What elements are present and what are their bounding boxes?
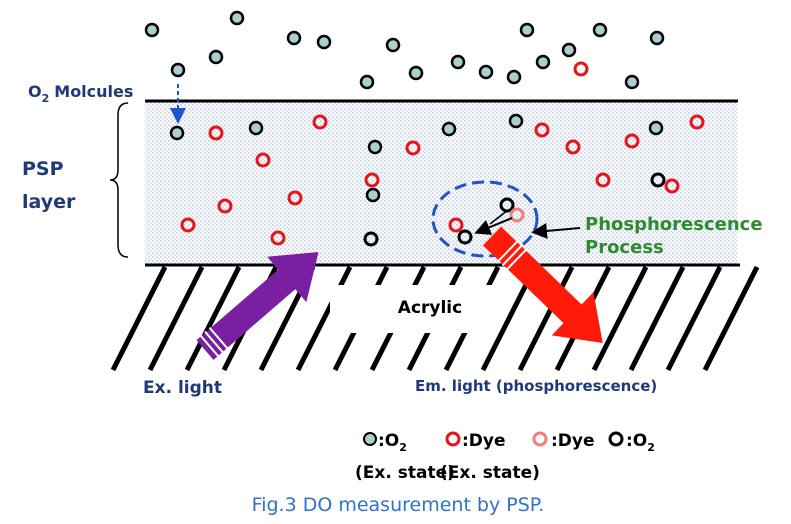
o2-molecule bbox=[171, 127, 183, 139]
o2-molecule bbox=[443, 123, 455, 135]
legend: :O2 :Dye :Dye :O2 (Ex. state) (Ex. state… bbox=[355, 431, 655, 483]
legend-text: :O2 bbox=[626, 431, 655, 454]
o2-molecule bbox=[410, 67, 422, 79]
o2-molecule bbox=[563, 44, 575, 56]
o2-molecule bbox=[510, 115, 522, 127]
dye-molecule bbox=[575, 63, 587, 75]
o2-molecule bbox=[210, 51, 222, 63]
brace bbox=[110, 103, 128, 257]
o2-molecule bbox=[452, 56, 464, 68]
legend-text: :Dye bbox=[551, 431, 595, 451]
o2-molecule bbox=[146, 24, 158, 36]
o2-molecule bbox=[367, 189, 379, 201]
legend-text: :O2 bbox=[378, 431, 407, 454]
legend-o2-excited bbox=[610, 433, 622, 445]
o2-label: O2 Molcules bbox=[28, 82, 133, 105]
psp-label: layer bbox=[22, 191, 76, 213]
o2-word: Molcules bbox=[54, 82, 133, 101]
caption: Fig.3 DO measurement by PSP. bbox=[252, 494, 545, 516]
o2-molecule bbox=[288, 32, 300, 44]
o2-molecule bbox=[387, 39, 399, 51]
ex-light-label: Ex. light bbox=[143, 378, 222, 398]
o2-molecule bbox=[521, 24, 533, 36]
legend-dye-excited bbox=[534, 433, 546, 445]
o2-molecule bbox=[594, 24, 606, 36]
o2-molecule bbox=[508, 71, 520, 83]
o2-molecule bbox=[480, 66, 492, 78]
acrylic-label: Acrylic bbox=[398, 298, 462, 318]
legend-subscript: 2 bbox=[399, 441, 407, 454]
o2-molecule bbox=[361, 76, 373, 88]
page: Acrylic PSP layer O2Molcules Phosphoresc… bbox=[0, 0, 791, 524]
o2-molecule bbox=[318, 36, 330, 48]
process-label: Phosphorescence bbox=[585, 214, 763, 235]
o2-molecule bbox=[651, 32, 663, 44]
o2-molecule bbox=[231, 12, 243, 24]
diagram: Acrylic PSP layer O2Molcules Phosphoresc… bbox=[0, 0, 791, 524]
process-label: Process bbox=[585, 237, 664, 258]
o2-symbol: O bbox=[28, 82, 42, 101]
legend-symbol: :O bbox=[626, 431, 647, 451]
o2-molecule bbox=[650, 122, 662, 134]
legend-subscript: 2 bbox=[647, 441, 655, 454]
o2-subscript: 2 bbox=[42, 92, 50, 105]
o2-molecule bbox=[172, 64, 184, 76]
legend-symbol: :O bbox=[378, 431, 399, 451]
legend-o2 bbox=[364, 433, 376, 445]
psp-label: PSP bbox=[22, 158, 64, 180]
legend-dye bbox=[447, 433, 459, 445]
legend-state: (Ex. state) bbox=[440, 463, 540, 483]
legend-text: :Dye bbox=[462, 431, 506, 451]
o2-molecule bbox=[250, 122, 262, 134]
o2-molecule bbox=[626, 76, 638, 88]
em-light-label: Em. light (phosphorescence) bbox=[415, 377, 657, 395]
o2-molecule bbox=[537, 56, 549, 68]
o2-molecule bbox=[369, 141, 381, 153]
